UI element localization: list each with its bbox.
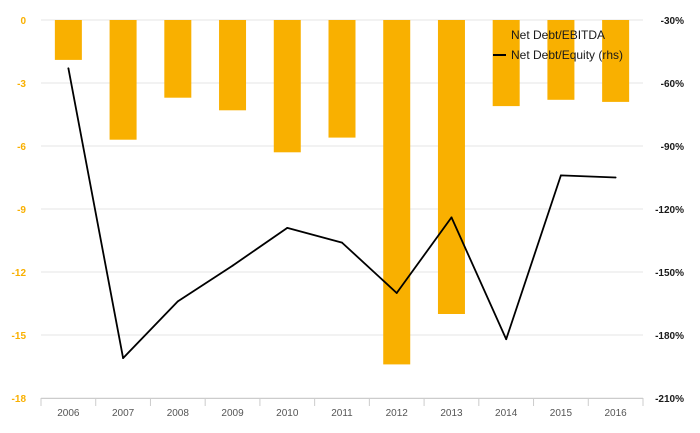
line-point-2016 xyxy=(614,176,617,179)
left-tick-label: -3 xyxy=(17,79,26,90)
x-tick-label: 2014 xyxy=(495,408,518,419)
left-tick-label: -6 xyxy=(17,142,26,153)
right-tick-label: -30% xyxy=(661,16,684,27)
left-tick-label: -15 xyxy=(12,331,27,342)
right-y-axis: -30% -60% -90% -120% -150% -180% -210% xyxy=(655,16,684,405)
x-tick-label: 2008 xyxy=(167,408,190,419)
line-point-2012 xyxy=(395,292,398,294)
x-tick-label: 2009 xyxy=(221,408,244,419)
right-tick-label: -210% xyxy=(655,394,684,405)
bar-2010 xyxy=(273,20,301,153)
x-tick-label: 2013 xyxy=(440,408,463,419)
right-tick-label: -60% xyxy=(661,79,684,90)
bar-2011 xyxy=(328,20,356,138)
x-tick-label: 2007 xyxy=(112,408,135,419)
bar-2013 xyxy=(437,20,465,314)
line-point-2009 xyxy=(231,264,234,267)
left-y-axis: 0 -3 -6 -9 -12 -15 -18 xyxy=(12,16,27,405)
bar-2012 xyxy=(383,20,411,365)
line-point-2014 xyxy=(505,338,508,341)
line-point-2013 xyxy=(450,216,453,219)
line-point-2007 xyxy=(122,357,124,359)
legend-swatch-bar xyxy=(498,29,508,39)
left-tick-label: -12 xyxy=(12,268,27,279)
bar-2006 xyxy=(54,20,82,60)
line-point-2011 xyxy=(341,241,343,244)
legend-label-bar: Net Debt/EBITDA xyxy=(511,28,605,42)
x-tick-label: 2011 xyxy=(331,408,353,419)
bar-2015 xyxy=(547,20,575,100)
left-tick-label: -18 xyxy=(12,394,27,405)
right-tick-label: -150% xyxy=(655,268,684,279)
x-tick-label: 2010 xyxy=(276,408,299,419)
line-point-2010 xyxy=(286,227,289,229)
right-tick-label: -180% xyxy=(655,331,684,342)
x-tick-label: 2012 xyxy=(386,408,409,419)
x-axis: 2006 2007 2008 2009 2010 2011 2012 2013 2014 2015… xyxy=(40,398,644,419)
line-point-2006 xyxy=(67,67,70,70)
bar-2016 xyxy=(602,20,630,102)
line-point-2008 xyxy=(176,300,179,303)
legend-label-line: Net Debt/Equity (rhs) xyxy=(511,48,623,62)
bar-2008 xyxy=(164,20,192,98)
left-tick-label: 0 xyxy=(20,16,26,27)
bar-2007 xyxy=(109,20,137,140)
right-tick-label: -90% xyxy=(661,142,684,153)
left-tick-label: -9 xyxy=(17,205,26,216)
bar-2009 xyxy=(219,20,247,111)
bar-series xyxy=(54,20,630,365)
x-tick-label: 2016 xyxy=(605,408,628,419)
right-tick-label: -120% xyxy=(655,205,684,216)
line-series xyxy=(67,67,617,360)
x-tick-label: 2015 xyxy=(550,408,573,419)
legend: Net Debt/EBITDA Net Debt/Equity (rhs) xyxy=(493,28,623,62)
x-tick-label: 2006 xyxy=(57,408,80,419)
line-point-2015 xyxy=(560,174,562,177)
